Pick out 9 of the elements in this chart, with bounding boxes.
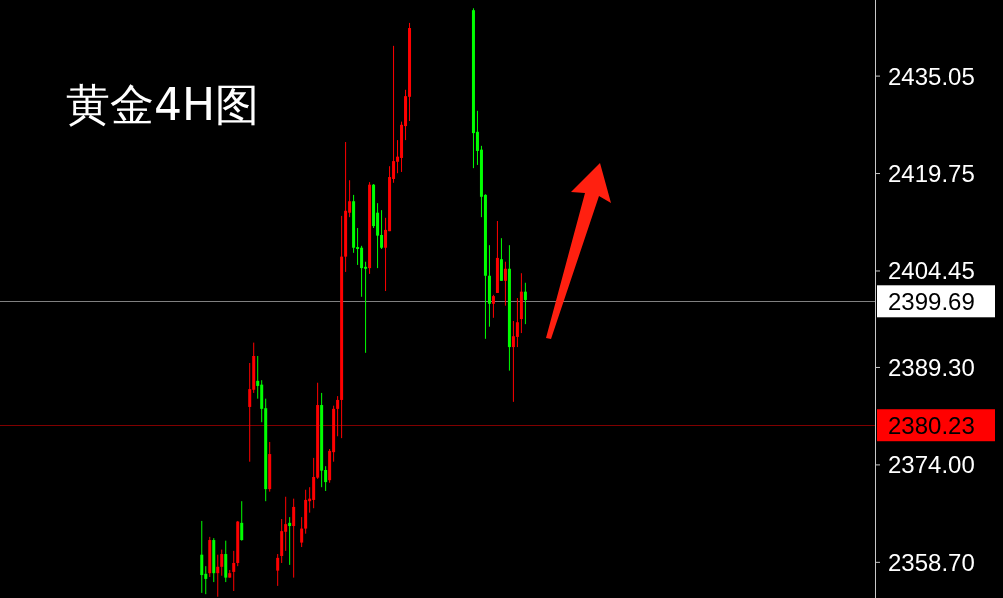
ref-line-label: 2399.69 bbox=[888, 287, 975, 315]
ref-line-label: 2380.23 bbox=[888, 411, 975, 439]
y-tick-label: 2435.05 bbox=[888, 62, 975, 90]
y-tick-label: 2404.45 bbox=[888, 257, 975, 285]
y-tick-label: 2389.30 bbox=[888, 353, 975, 381]
text: 黄金4H图 bbox=[66, 79, 260, 130]
y-tick-label: 2358.70 bbox=[888, 548, 975, 576]
y-tick-label: 2419.75 bbox=[888, 160, 975, 188]
y-tick-label: 2374.00 bbox=[888, 451, 975, 479]
